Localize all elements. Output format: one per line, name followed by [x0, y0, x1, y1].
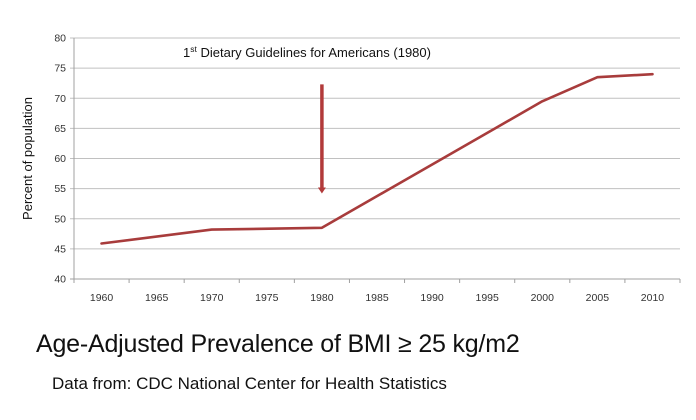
annotation: 1st Dietary Guidelines for Americans (19… — [183, 44, 431, 194]
y-axis-title: Percent of population — [20, 97, 35, 220]
annotation-text-superscript: st — [190, 44, 197, 54]
y-tick-label: 75 — [54, 63, 66, 75]
x-tick-label: 2010 — [641, 292, 665, 304]
x-tick-label: 1985 — [365, 292, 389, 304]
x-tick-labels: 1960 1965 1970 1975 1980 1985 1990 1995 2000 2005… — [90, 292, 664, 304]
x-tick-label: 1970 — [200, 292, 224, 304]
x-tick-label: 1995 — [476, 292, 500, 304]
chart-title: Age-Adjusted Prevalence of BMI ≥ 25 kg/m… — [36, 330, 520, 358]
y-tick-label: 50 — [54, 213, 66, 225]
x-tick-label: 1990 — [420, 292, 444, 304]
y-tick-labels: 40 45 50 55 60 65 70 75 80 — [54, 33, 66, 286]
y-tick-label: 55 — [54, 183, 66, 195]
y-tick-label: 60 — [54, 153, 66, 165]
y-tick-label: 65 — [54, 123, 66, 135]
x-tick-label: 1975 — [255, 292, 279, 304]
y-tick-label: 80 — [54, 33, 66, 45]
gridlines — [70, 37, 680, 250]
x-tick-label: 2000 — [531, 292, 555, 304]
annotation-text: 1st Dietary Guidelines for Americans (19… — [183, 44, 431, 60]
x-tick-label: 2005 — [586, 292, 610, 304]
x-tick-label: 1960 — [90, 292, 114, 304]
y-tick-label: 40 — [54, 274, 66, 286]
x-tick-label: 1980 — [310, 292, 334, 304]
arrow-head — [317, 187, 326, 194]
y-tick-label: 45 — [54, 243, 66, 255]
annotation-text-rest: Dietary Guidelines for Americans (1980) — [197, 45, 431, 60]
axes — [70, 38, 681, 283]
chart-source: Data from: CDC National Center for Healt… — [52, 374, 447, 393]
annotation-text-main: 1 — [183, 45, 190, 60]
series — [100, 72, 654, 245]
y-tick-label: 70 — [54, 93, 66, 105]
x-tick-label: 1965 — [145, 292, 169, 304]
series-line — [100, 72, 654, 245]
